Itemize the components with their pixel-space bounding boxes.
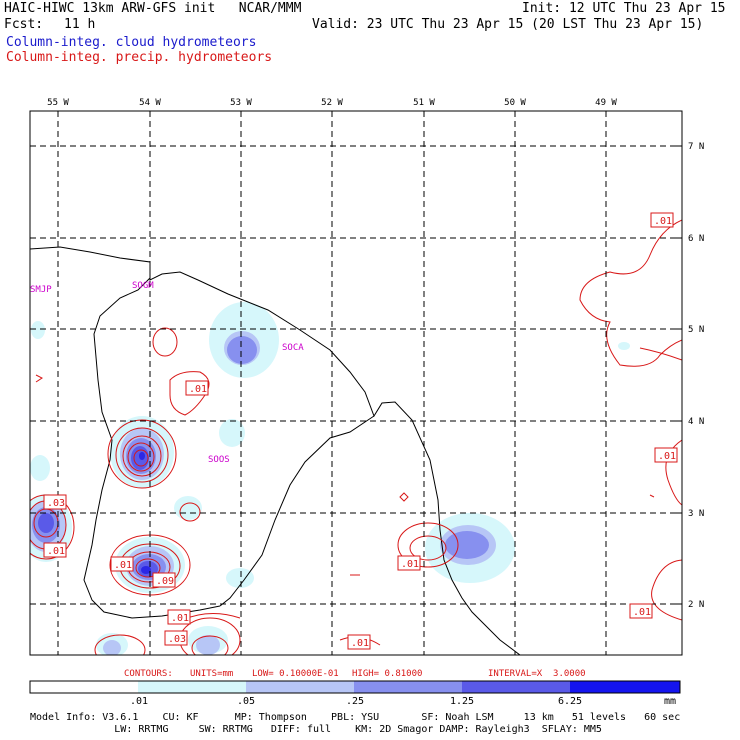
model-info-line1: Model Info: V3.6.1 CU: KF MP: Thompson P… <box>30 712 681 723</box>
place-label: SOCA <box>282 343 304 353</box>
colorbar <box>29 680 681 694</box>
contour-label: .01 <box>189 384 207 395</box>
valid-time: Valid: 23 UTC Thu 23 Apr 15 (20 LST Thu … <box>312 17 704 32</box>
lat-label: 4 N <box>688 417 704 427</box>
contour-info-units: UNITS=mm <box>190 669 234 679</box>
lat-label: 3 N <box>688 509 704 519</box>
lon-label: 55 W <box>47 98 69 108</box>
place-label: SMJP <box>30 285 52 295</box>
contour-label: .03 <box>47 498 65 509</box>
forecast-label: Fcst: <box>4 17 44 32</box>
contour-label: .01 <box>171 613 189 624</box>
forecast-hour: 11 h <box>64 17 96 32</box>
plot-title: HAIC-HIWC 13km ARW-GFS init NCAR/MMM <box>4 1 302 16</box>
lat-label: 7 N <box>688 142 704 152</box>
contour-label: .01 <box>401 559 419 570</box>
contour-info-low: LOW= 0.10000E-01 <box>252 669 339 679</box>
contour-label: .01 <box>658 451 676 462</box>
contour-label: .01 <box>47 546 65 557</box>
lon-label: 52 W <box>321 98 343 108</box>
contour-info-label: CONTOURS: <box>124 669 173 679</box>
place-label: SOGM <box>132 281 154 291</box>
contour-label: .01 <box>654 216 672 227</box>
colorbar-label: 6.25 <box>558 696 583 707</box>
lon-label: 51 W <box>413 98 435 108</box>
contour-label: .03 <box>168 634 186 645</box>
lat-lon-grid <box>30 111 682 655</box>
colorbar-label: .01 <box>130 696 149 707</box>
contour-label: .01 <box>633 607 651 618</box>
place-label: SOOS <box>208 455 230 465</box>
contour-labels: .01 .01 .01 .03 .01 .01 .09 .01 .03 .01 … <box>43 212 678 650</box>
colorbar-label: .05 <box>237 696 256 707</box>
coastline-borders <box>30 246 521 655</box>
lon-label: 53 W <box>230 98 252 108</box>
contour-info-interval: INTERVAL=X 3.0000 <box>488 669 586 679</box>
legend-cloud: Column-integ. cloud hydrometeors <box>6 35 257 50</box>
contour-label: .01 <box>114 560 132 571</box>
lat-label: 5 N <box>688 325 704 335</box>
lat-label: 6 N <box>688 234 704 244</box>
map-frame <box>29 110 683 656</box>
legend-precip: Column-integ. precip. hydrometeors <box>6 50 273 65</box>
contour-info-high: HIGH= 0.81000 <box>352 669 423 679</box>
lon-label: 50 W <box>504 98 526 108</box>
lat-label: 2 N <box>688 600 704 610</box>
colorbar-unit: mm <box>664 696 677 707</box>
lon-label: 49 W <box>595 98 617 108</box>
lon-label: 54 W <box>139 98 161 108</box>
contour-label: .09 <box>156 576 174 587</box>
contour-label: .01 <box>351 638 369 649</box>
axis-ticks <box>57 111 682 605</box>
init-time: Init: 12 UTC Thu 23 Apr 15 <box>522 1 726 16</box>
model-info-line2: LW: RRTMG SW: RRTMG DIFF: full KM: 2D Sm… <box>30 724 602 735</box>
colorbar-label: .25 <box>346 696 365 707</box>
colorbar-label: 1.25 <box>450 696 475 707</box>
